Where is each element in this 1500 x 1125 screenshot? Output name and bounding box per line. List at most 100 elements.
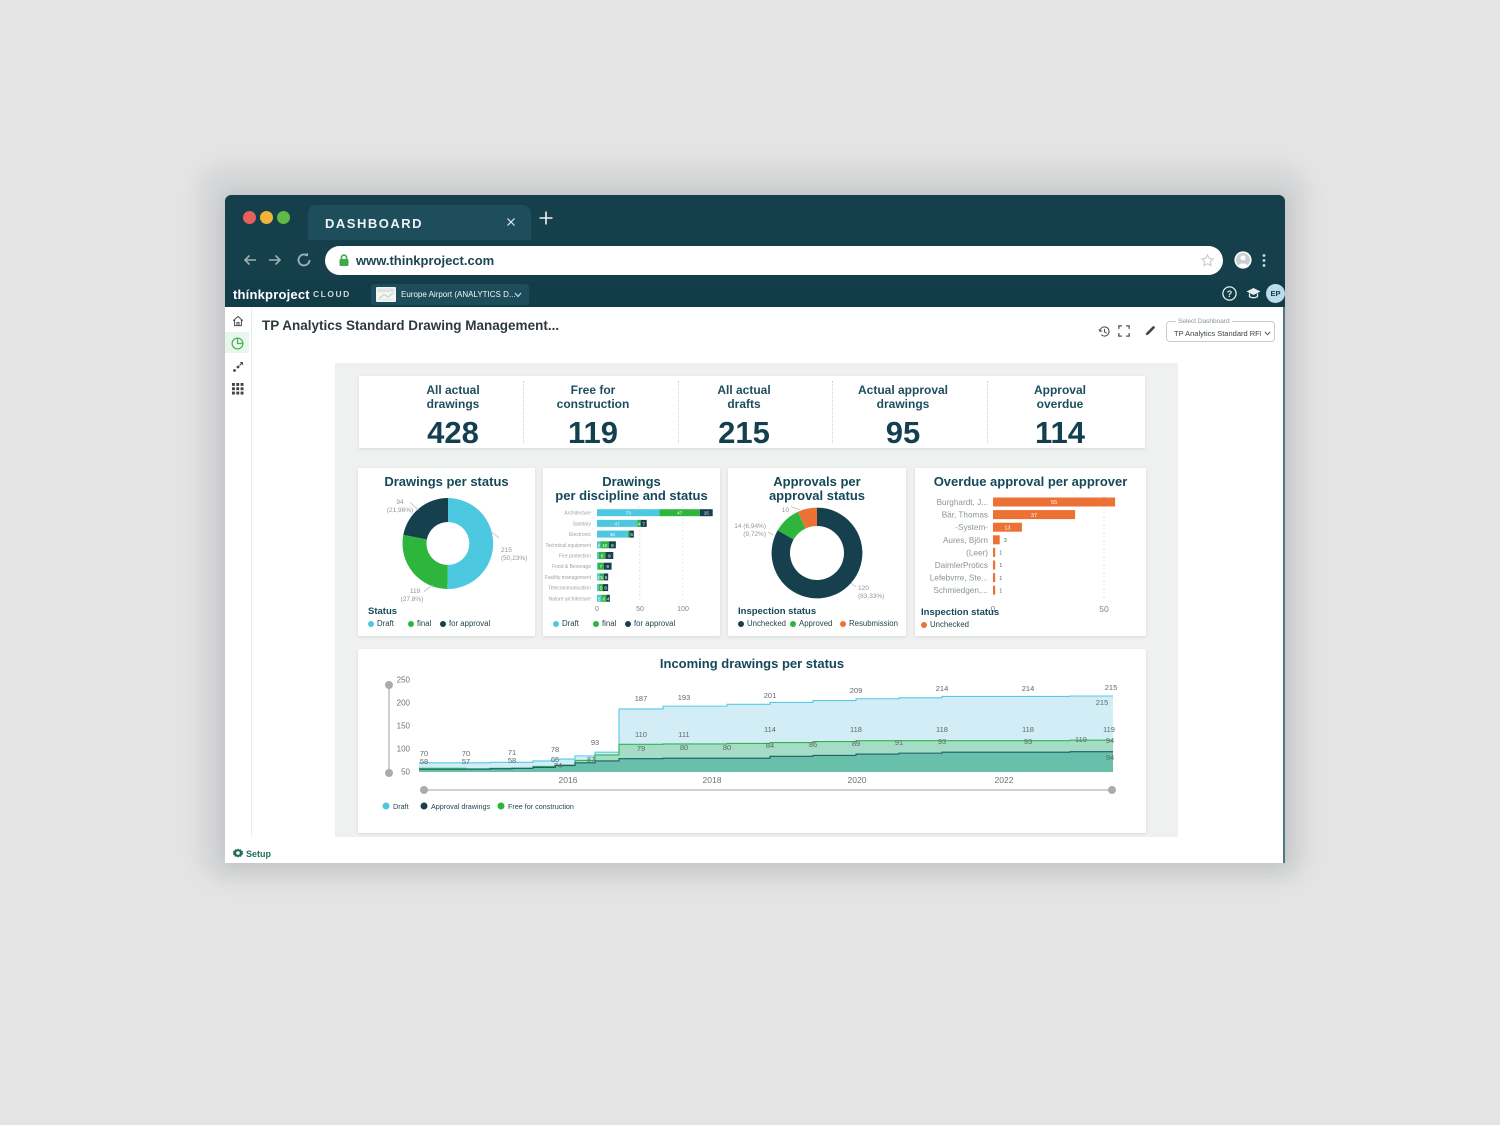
svg-text:110: 110 — [635, 730, 647, 739]
svg-text:94: 94 — [1106, 753, 1114, 762]
svg-text:2022: 2022 — [995, 775, 1014, 785]
svg-text:Sanitary: Sanitary — [573, 521, 592, 527]
svg-text:73: 73 — [626, 511, 632, 516]
svg-text:58: 58 — [508, 756, 516, 765]
svg-text:0: 0 — [991, 604, 996, 614]
svg-text:89: 89 — [852, 739, 860, 748]
svg-text:187: 187 — [635, 694, 648, 703]
svg-text:Free for construction: Free for construction — [508, 802, 574, 811]
svg-text:Electronic: Electronic — [569, 532, 591, 538]
svg-text:Architecture: Architecture — [564, 511, 591, 517]
svg-text:?: ? — [1227, 289, 1233, 299]
svg-text:6: 6 — [603, 596, 606, 601]
svg-text:2016: 2016 — [559, 775, 578, 785]
svg-text:Facility management: Facility management — [545, 575, 592, 581]
svg-text:Approval drawings: Approval drawings — [431, 802, 491, 811]
svg-text:201: 201 — [764, 691, 777, 700]
svg-text:14 (6,94%): 14 (6,94%) — [734, 523, 766, 530]
svg-text:2020: 2020 — [848, 775, 867, 785]
svg-text:50: 50 — [401, 768, 410, 777]
svg-text:Technical equipment: Technical equipment — [545, 543, 591, 549]
svg-text:4: 4 — [607, 596, 610, 601]
svg-text:84: 84 — [766, 741, 774, 750]
svg-text:80: 80 — [723, 743, 731, 752]
svg-text:71: 71 — [508, 748, 516, 757]
svg-text:Nature architecture: Nature architecture — [548, 596, 591, 602]
svg-text:80: 80 — [680, 743, 688, 752]
svg-text:3: 3 — [1004, 538, 1007, 544]
svg-text:91: 91 — [895, 738, 903, 747]
svg-text:94: 94 — [1106, 736, 1114, 745]
svg-text:47: 47 — [615, 521, 621, 526]
svg-text:8: 8 — [611, 543, 614, 548]
svg-text:37: 37 — [1031, 513, 1037, 519]
svg-text:5: 5 — [605, 575, 608, 580]
svg-text:Burghardt, J...: Burghardt, J... — [937, 498, 988, 507]
svg-text:Food & Beverage: Food & Beverage — [552, 564, 591, 570]
svg-text:6: 6 — [604, 586, 607, 591]
svg-text:Schmiedgen,...: Schmiedgen,... — [933, 586, 988, 595]
svg-text:(27,8%): (27,8%) — [401, 596, 424, 603]
svg-text:10: 10 — [602, 543, 608, 548]
svg-text:(21,96%): (21,96%) — [387, 507, 413, 514]
svg-text:(Leer): (Leer) — [966, 548, 988, 557]
svg-text:10: 10 — [782, 507, 790, 514]
svg-text:5: 5 — [630, 532, 633, 537]
svg-text:Telecommunication: Telecommunication — [548, 586, 591, 592]
svg-text:Draft: Draft — [393, 802, 409, 811]
svg-text:0: 0 — [595, 606, 599, 613]
svg-text:7: 7 — [600, 564, 603, 569]
svg-text:4: 4 — [597, 543, 600, 548]
svg-text:3: 3 — [597, 575, 600, 580]
svg-text:87: 87 — [587, 755, 595, 764]
svg-text:13: 13 — [1004, 525, 1010, 531]
svg-text:119: 119 — [410, 588, 421, 595]
svg-text:193: 193 — [678, 693, 691, 702]
svg-text:8: 8 — [601, 554, 604, 559]
svg-text:5: 5 — [598, 596, 601, 601]
svg-text:93: 93 — [591, 738, 599, 747]
svg-text:70: 70 — [462, 749, 470, 758]
svg-text:79: 79 — [637, 744, 645, 753]
svg-text:215: 215 — [1105, 683, 1118, 692]
svg-text:215: 215 — [501, 547, 512, 554]
svg-text:(83,33%): (83,33%) — [858, 593, 884, 600]
svg-text:114: 114 — [764, 725, 776, 734]
svg-text:57: 57 — [462, 757, 470, 766]
svg-text:5: 5 — [600, 575, 603, 580]
svg-text:118: 118 — [850, 725, 862, 734]
svg-text:(50,23%): (50,23%) — [501, 555, 527, 562]
svg-text:118: 118 — [936, 725, 948, 734]
svg-text:50: 50 — [636, 606, 644, 613]
svg-text:74: 74 — [554, 761, 562, 770]
svg-text:2018: 2018 — [703, 775, 722, 785]
svg-text:9: 9 — [606, 564, 609, 569]
svg-text:78: 78 — [551, 745, 559, 754]
svg-text:86: 86 — [809, 740, 817, 749]
svg-text:100: 100 — [397, 745, 411, 754]
svg-text:9: 9 — [608, 554, 611, 559]
svg-text:118: 118 — [1022, 725, 1034, 734]
svg-text:4: 4 — [638, 521, 641, 526]
svg-text:111: 111 — [678, 730, 689, 739]
svg-text:94: 94 — [396, 499, 404, 506]
svg-text:47: 47 — [677, 511, 683, 516]
svg-text:7: 7 — [642, 521, 645, 526]
svg-text:15: 15 — [704, 511, 710, 516]
svg-text:250: 250 — [397, 675, 411, 684]
svg-text:5: 5 — [600, 586, 603, 591]
svg-text:209: 209 — [850, 686, 863, 695]
svg-text:100: 100 — [677, 606, 689, 613]
svg-text:215: 215 — [1096, 698, 1109, 707]
svg-text:55: 55 — [1051, 500, 1057, 506]
svg-text:1: 1 — [999, 576, 1002, 582]
svg-text:214: 214 — [1022, 684, 1035, 693]
svg-text:120: 120 — [858, 585, 869, 592]
svg-text:Aures, Björn: Aures, Björn — [943, 536, 988, 545]
svg-text:1: 1 — [999, 588, 1002, 594]
svg-text:119: 119 — [1075, 735, 1087, 744]
svg-text:214: 214 — [936, 684, 949, 693]
svg-text:200: 200 — [397, 698, 411, 707]
svg-text:1: 1 — [999, 563, 1002, 569]
svg-text:-System-: -System- — [955, 523, 988, 532]
